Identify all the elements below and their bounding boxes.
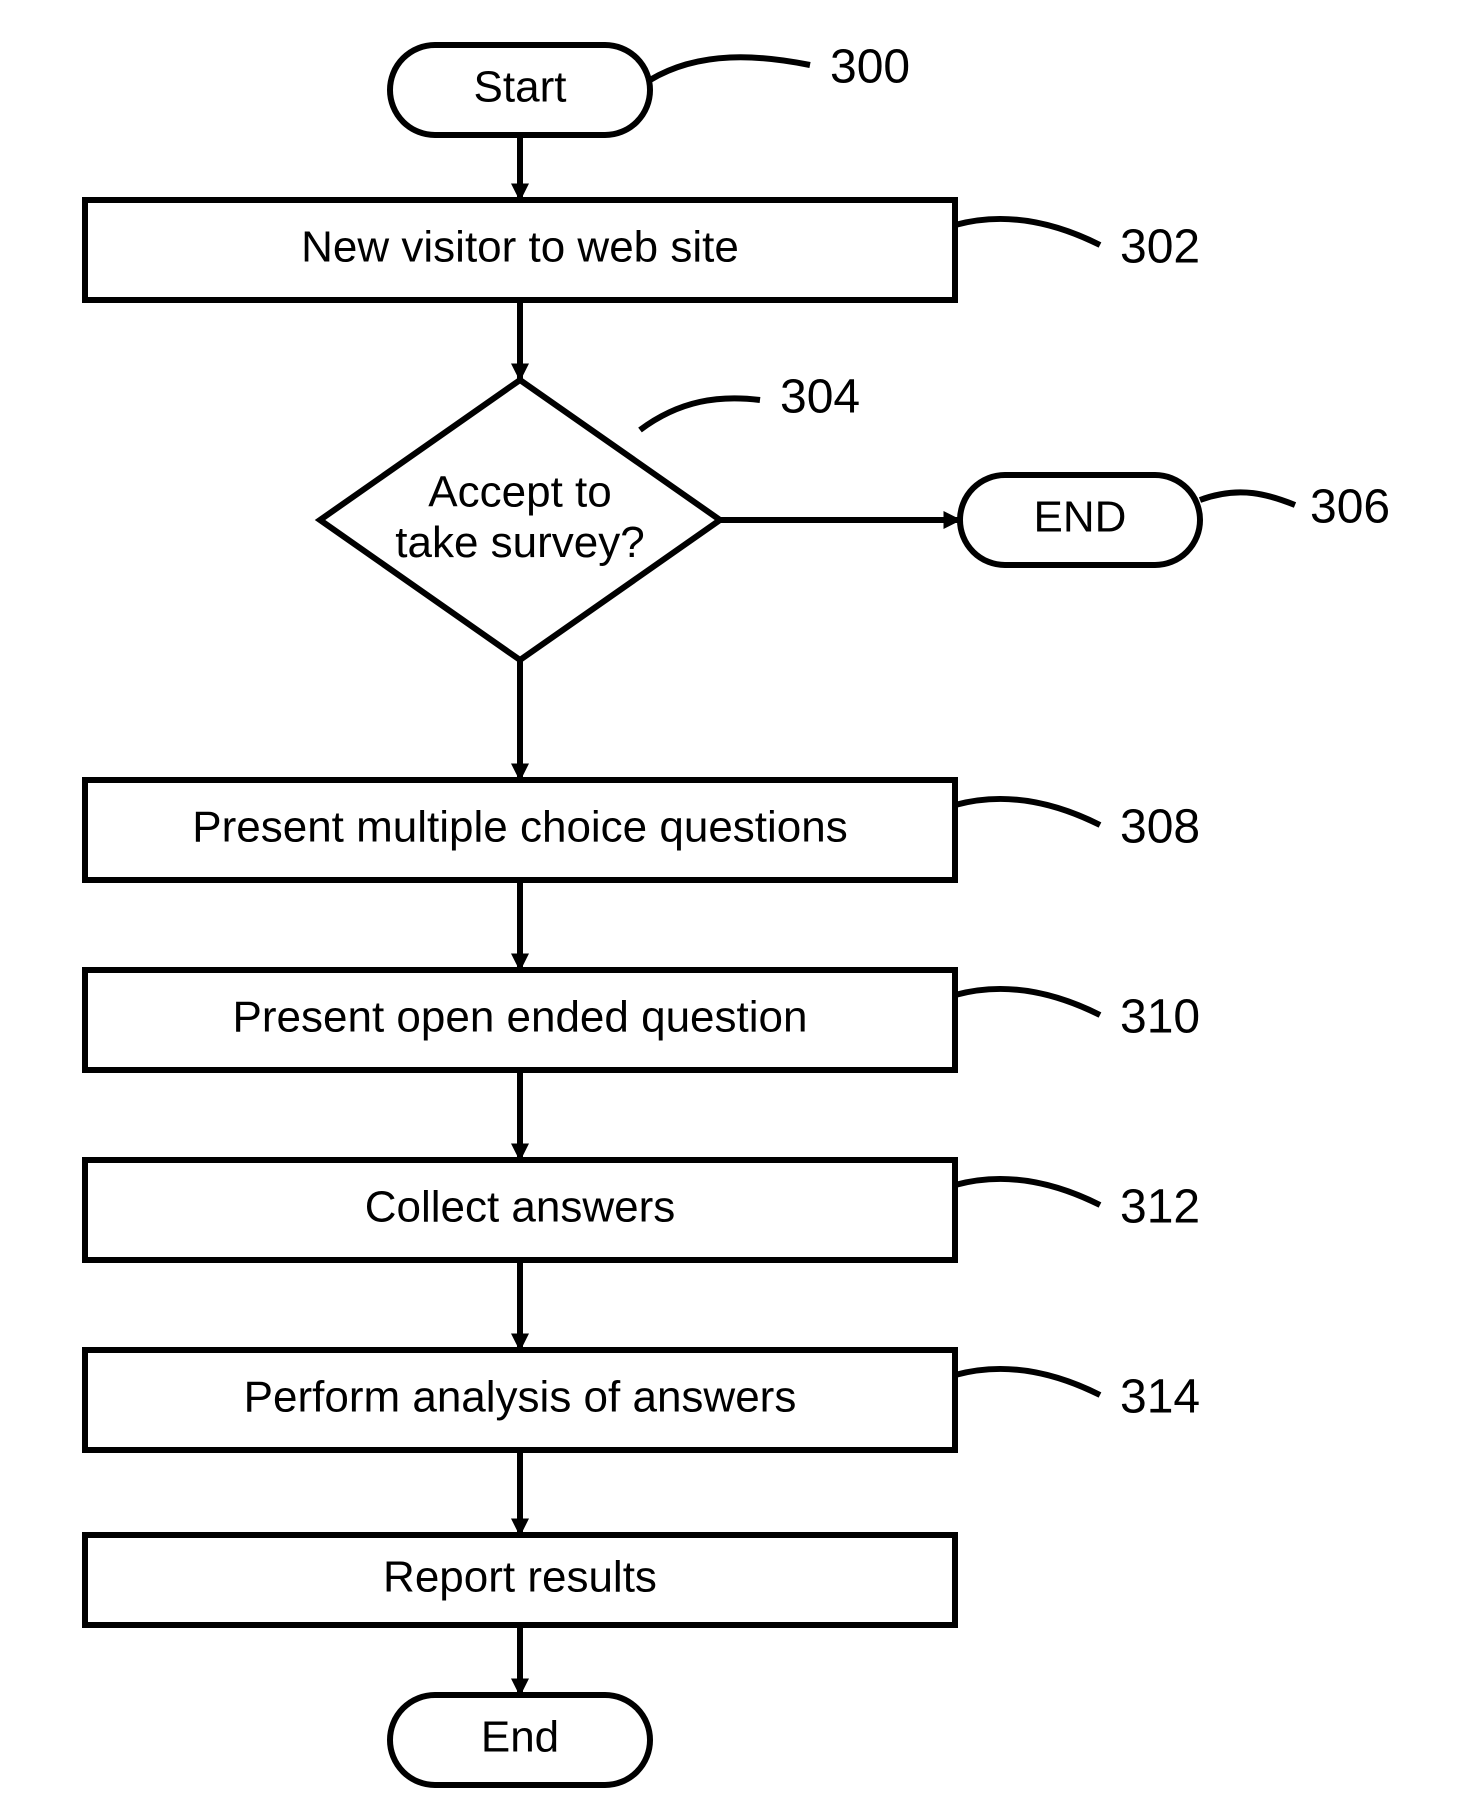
callout-leader-openq	[955, 989, 1100, 1015]
node-openq-text: Present open ended question	[233, 993, 808, 1042]
callout-label-accept: 304	[780, 371, 860, 424]
callout-leader-newvis	[955, 219, 1100, 245]
node-end-text: End	[481, 1713, 559, 1762]
callout-leader-mcq	[955, 799, 1100, 825]
node-end: End	[390, 1695, 650, 1785]
callout-label-openq: 310	[1120, 991, 1200, 1044]
node-endtop: END	[960, 475, 1200, 565]
callout-leader-endtop	[1200, 492, 1295, 505]
node-collect: Collect answers	[85, 1160, 955, 1260]
callout-label-start: 300	[830, 41, 910, 94]
node-openq: Present open ended question	[85, 970, 955, 1070]
callout-label-mcq: 308	[1120, 801, 1200, 854]
node-analyze-text: Perform analysis of answers	[244, 1373, 797, 1422]
node-mcq-text: Present multiple choice questions	[192, 803, 847, 852]
node-endtop-text: END	[1034, 493, 1127, 542]
callout-leader-collect	[955, 1179, 1100, 1205]
callout-label-collect: 312	[1120, 1181, 1200, 1234]
callout-label-analyze: 314	[1120, 1371, 1200, 1424]
node-report: Report results	[85, 1535, 955, 1625]
callout-label-newvis: 302	[1120, 221, 1200, 274]
callout-leader-accept	[640, 398, 760, 430]
callout-label-endtop: 306	[1310, 481, 1390, 534]
callout-leader-start	[650, 57, 810, 80]
node-report-text: Report results	[383, 1553, 657, 1602]
node-collect-text: Collect answers	[365, 1183, 676, 1232]
node-mcq: Present multiple choice questions	[85, 780, 955, 880]
node-analyze: Perform analysis of answers	[85, 1350, 955, 1450]
node-accept-text: take survey?	[395, 518, 644, 567]
node-newvis: New visitor to web site	[85, 200, 955, 300]
node-newvis-text: New visitor to web site	[301, 223, 739, 272]
node-accept: Accept totake survey?	[320, 380, 720, 660]
node-accept-text: Accept to	[428, 467, 611, 516]
callout-leader-analyze	[955, 1369, 1100, 1395]
flowchart-diagram: Start New visitor to web site Accept totak…	[0, 0, 1473, 1805]
node-start: Start	[390, 45, 650, 135]
node-start-text: Start	[474, 63, 567, 112]
